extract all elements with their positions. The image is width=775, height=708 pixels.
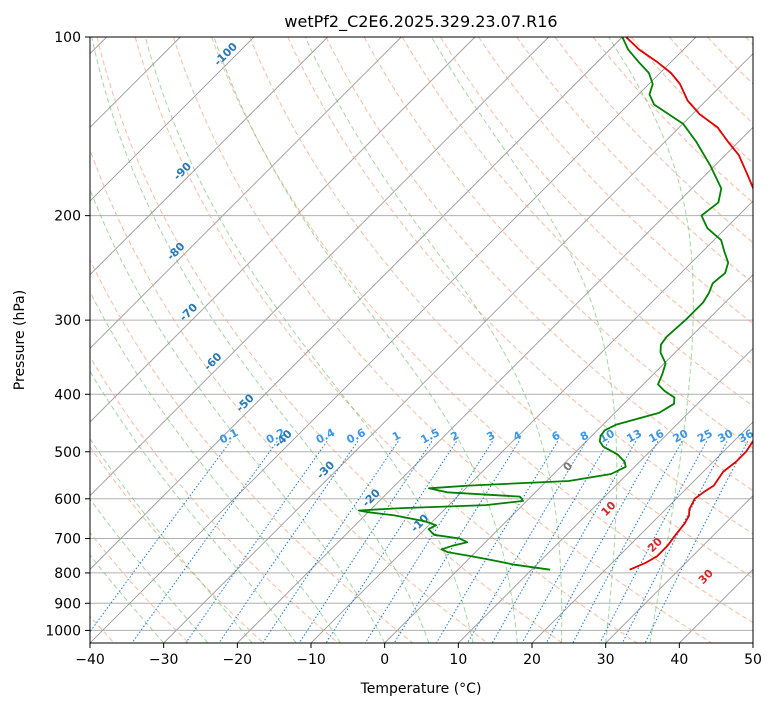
isotherm-10 [458, 347, 753, 643]
mixing-ratio-line-16 [545, 441, 659, 643]
isotherm--60 [90, 37, 549, 497]
mixing-ratio-line-20 [572, 441, 683, 643]
dry-adiabat [134, 37, 638, 643]
y-tick-label: 400 [54, 387, 81, 403]
mixing-ratio-label: 30 [716, 427, 736, 446]
isotherm-20 [531, 421, 753, 643]
plot-area: 0.1 0.2 0.4 0.6 1 1.5 2 3 4 6 8 10 13 16 20 25 30 36-100-… [90, 37, 770, 643]
mixing-ratio-line-6 [435, 441, 559, 643]
x-tick-label: −10 [296, 652, 326, 668]
isotherm-grid [90, 37, 753, 643]
y-tick-label: 600 [54, 492, 81, 508]
dry-adiabat [90, 148, 488, 643]
mixing-ratio-line-25 [599, 441, 708, 643]
mixing-ratio-line-13 [521, 441, 637, 643]
mixing-ratio-line-2 [325, 441, 457, 643]
mixing-ratio-line-0.4 [185, 441, 328, 643]
moist-adiabat [90, 188, 386, 643]
isotherm-30 [605, 495, 753, 643]
moist-adiabats [90, 37, 694, 643]
dry-adiabat [211, 37, 753, 624]
y-tick-label: 1000 [45, 623, 81, 639]
mixing-ratio-label: 36 [736, 427, 756, 446]
mixing-ratio-line-4 [393, 441, 520, 643]
y-tick-label: 300 [54, 313, 81, 329]
x-tick-label: −40 [75, 652, 105, 668]
chart-title: wetPf2_C2E6.2025.329.23.07.R16 [284, 12, 557, 32]
dry-adiabat [325, 37, 753, 492]
mixing-ratio-label: 20 [671, 427, 691, 446]
x-tick-label: −30 [149, 652, 179, 668]
moist-adiabat [304, 37, 563, 643]
x-tick-label: 50 [744, 652, 762, 668]
mixing-ratio-label: 16 [647, 427, 667, 446]
dewpoint-profile-line [357, 37, 730, 571]
temperature-profile-line [625, 37, 753, 571]
dry-adiabat [363, 37, 753, 449]
moist-adiabat [91, 37, 430, 643]
y-axis-label: Pressure (hPa) [12, 290, 28, 390]
isotherm--100 [90, 37, 255, 202]
moist-adiabat [90, 437, 253, 643]
isotherm--40 [90, 37, 697, 643]
x-tick-label: 30 [597, 652, 615, 668]
isotherm--30 [163, 53, 753, 643]
y-tick-label: 100 [54, 30, 81, 46]
y-tick-label: 500 [54, 445, 81, 461]
x-axis-label: Temperature (°C) [360, 681, 482, 697]
moist-adiabat [608, 37, 694, 643]
isotherm--90 [90, 37, 328, 276]
profile-series [357, 37, 753, 571]
isotherm--20 [237, 126, 753, 643]
mixing-ratio-line-0.2 [131, 441, 278, 643]
x-tick-label: 20 [523, 652, 541, 668]
moist-adiabat [90, 290, 341, 643]
dry-adiabat [439, 37, 753, 366]
dry-adiabat [172, 37, 712, 643]
dry-adiabat [249, 37, 753, 579]
isotherm--80 [90, 37, 402, 349]
isotherm--50 [90, 37, 623, 570]
y-tick-label: 700 [54, 532, 81, 548]
x-tick-label: 0 [380, 652, 389, 668]
isotherm-label: 40 [750, 595, 770, 615]
isotherm-0 [384, 274, 753, 643]
dry-adiabat [554, 37, 753, 244]
plot-frame [89, 36, 754, 644]
dry-adiabat [516, 37, 753, 284]
isotherm--70 [90, 37, 476, 423]
moist-adiabat [144, 37, 474, 643]
dry-adiabat [96, 37, 563, 643]
mixing-ratio-label: 13 [624, 427, 644, 446]
mixing-ratio-line-10 [491, 441, 610, 643]
isobar-grid [90, 37, 753, 631]
x-tick-label: 10 [449, 652, 467, 668]
mixing-ratio-line-3 [364, 441, 493, 643]
y-tick-label: 800 [54, 566, 81, 582]
mixing-ratio-line-30 [621, 441, 728, 643]
moist-adiabat [213, 37, 518, 643]
mixing-ratio-label: 10 [597, 427, 617, 446]
mixing-ratio-line-0.6 [218, 441, 359, 643]
moist-adiabat [431, 37, 618, 643]
mixing-ratio-lines [90, 441, 749, 643]
x-tick-label: −20 [223, 652, 253, 668]
mixing-ratio-line-8 [467, 441, 587, 643]
dry-adiabat [90, 445, 264, 643]
dry-adiabat [90, 258, 414, 643]
mixing-ratio-label: 25 [695, 427, 715, 446]
dry-adiabat [287, 37, 753, 535]
x-axis-ticks: −40 −30 −20 −10 0 10 20 30 40 50 [75, 643, 762, 668]
y-tick-label: 200 [54, 209, 81, 225]
x-tick-label: 40 [670, 652, 688, 668]
y-axis-ticks: 100 200 300 400 500 600 700 800 900 1000 [45, 30, 90, 639]
y-tick-label: 900 [54, 596, 81, 612]
dry-adiabat [401, 37, 753, 407]
